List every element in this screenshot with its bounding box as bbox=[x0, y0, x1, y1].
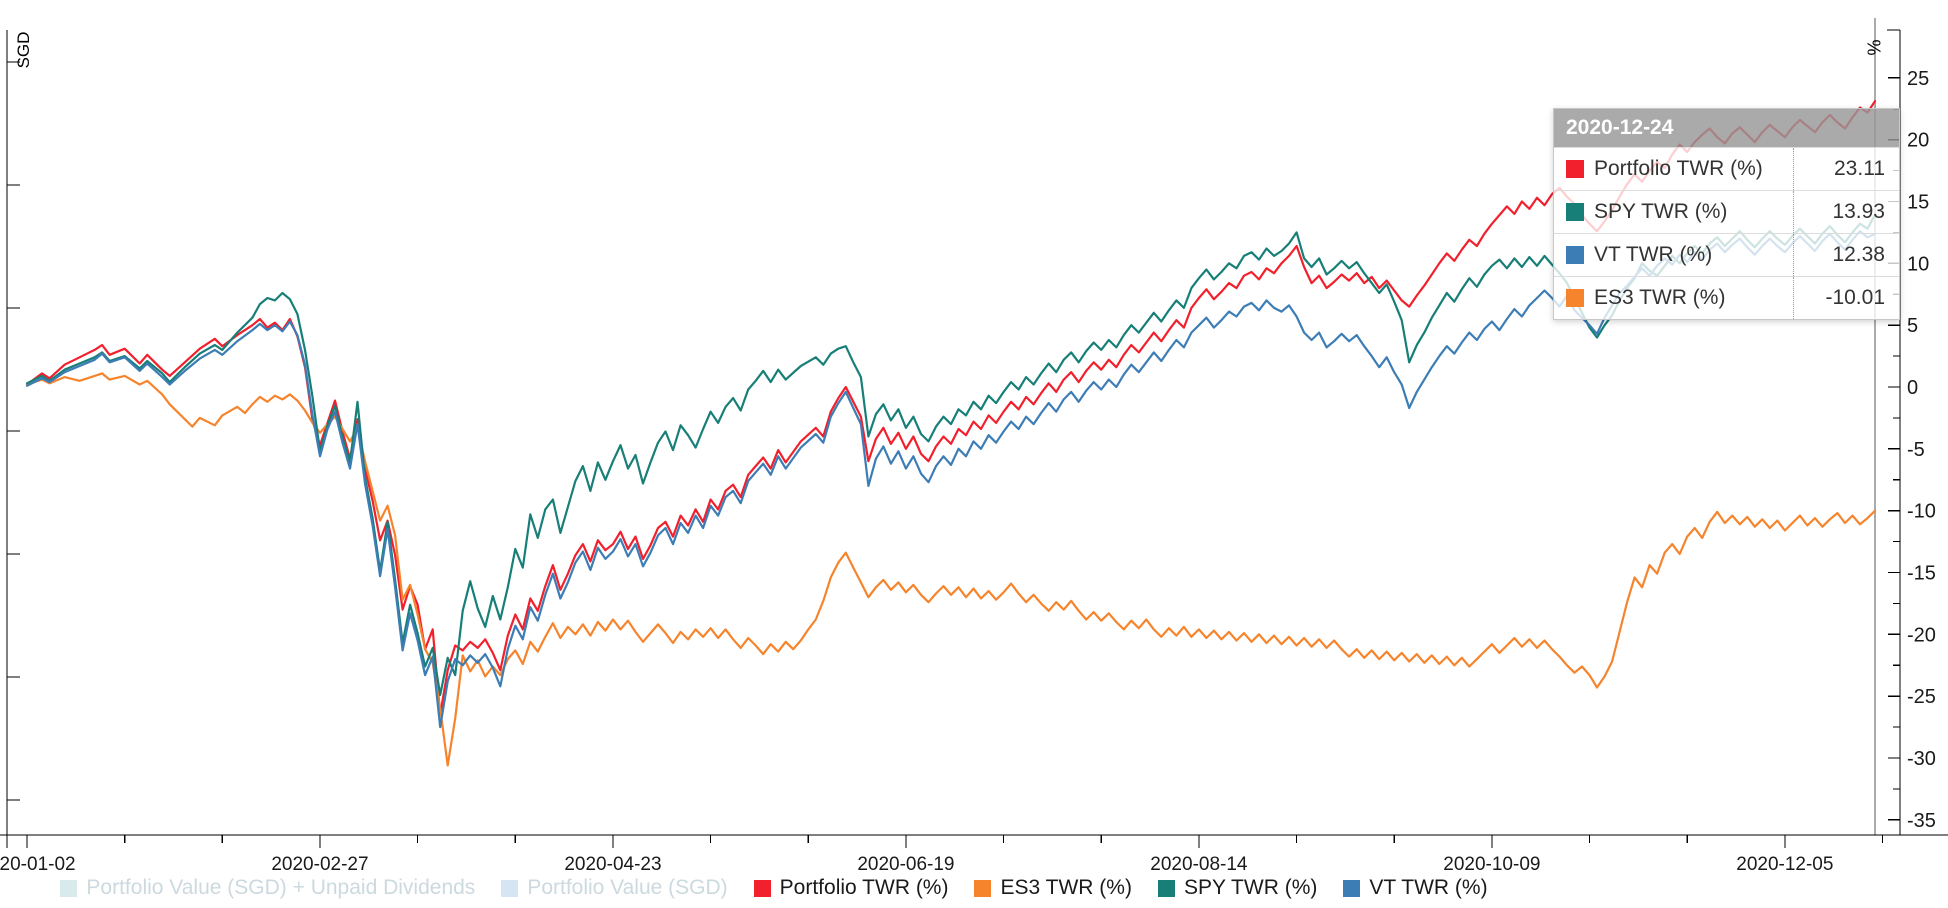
series-swatch-icon bbox=[1566, 289, 1584, 307]
tooltip-series-label: Portfolio TWR (%) bbox=[1594, 157, 1763, 180]
y-axis-tick-label: 10 bbox=[1907, 253, 1929, 275]
tooltip-date: 2020-12-24 bbox=[1554, 109, 1899, 147]
tooltip-series-label: VT TWR (%) bbox=[1594, 243, 1713, 266]
y-axis-tick-label: -20 bbox=[1907, 624, 1936, 646]
left-axis-title: SGD bbox=[14, 31, 33, 69]
tooltip-row-portfolio-twr: Portfolio TWR (%) 23.11 bbox=[1554, 147, 1899, 190]
tooltip-series-value: 23.11 bbox=[1793, 148, 1899, 190]
legend-item-es3-twr[interactable]: ES3 TWR (%) bbox=[974, 876, 1132, 900]
y-axis-tick-label: -5 bbox=[1907, 439, 1925, 461]
y-axis-tick-label: -25 bbox=[1907, 686, 1936, 708]
x-axis-tick-label: 2020-01-02 bbox=[0, 854, 76, 875]
legend-item-label: SPY TWR (%) bbox=[1183, 876, 1318, 899]
tooltip-row-es3-twr: ES3 TWR (%) -10.01 bbox=[1554, 276, 1899, 319]
legend-item-label: Portfolio Value (SGD) bbox=[527, 876, 728, 899]
tooltip-series-value: 12.38 bbox=[1793, 234, 1899, 276]
legend-swatch-icon bbox=[974, 879, 992, 897]
tooltip-series-label: SPY TWR (%) bbox=[1594, 200, 1728, 223]
tooltip-series-label: ES3 TWR (%) bbox=[1594, 286, 1726, 309]
tooltip-row-vt-twr: VT TWR (%) 12.38 bbox=[1554, 233, 1899, 276]
series-swatch-icon bbox=[1566, 246, 1584, 264]
legend: Portfolio Value (SGD) + Unpaid Dividends… bbox=[0, 876, 1548, 900]
legend-swatch-icon bbox=[1157, 879, 1175, 897]
x-axis-tick-label: 2020-10-09 bbox=[1443, 854, 1540, 875]
series-line-vt-twr bbox=[25, 230, 1877, 729]
x-axis-tick-label: 2020-04-23 bbox=[564, 854, 661, 875]
legend-item-spy-twr[interactable]: SPY TWR (%) bbox=[1157, 876, 1318, 900]
y-axis-tick-label: 5 bbox=[1907, 315, 1918, 337]
legend-item-portfolio-twr[interactable]: Portfolio TWR (%) bbox=[753, 876, 949, 900]
right-axis-title: % bbox=[1864, 39, 1885, 56]
x-axis-tick-label: 2020-06-19 bbox=[857, 854, 954, 875]
legend-item-portfolio-value[interactable]: Portfolio Value (SGD) bbox=[501, 876, 728, 900]
x-axis-tick-label: 2020-08-14 bbox=[1150, 854, 1248, 875]
legend-item-label: VT TWR (%) bbox=[1369, 876, 1488, 899]
y-axis-tick-label: 15 bbox=[1907, 191, 1929, 213]
y-axis-tick-label: 0 bbox=[1907, 377, 1918, 399]
legend-swatch-icon bbox=[501, 879, 519, 897]
y-axis-tick-label: -35 bbox=[1907, 810, 1936, 832]
y-axis-tick-label: -30 bbox=[1907, 748, 1936, 770]
legend-swatch-icon bbox=[753, 879, 771, 897]
legend-item-portfolio-value-plus-dividends[interactable]: Portfolio Value (SGD) + Unpaid Dividends bbox=[60, 876, 475, 900]
legend-swatch-icon bbox=[1343, 879, 1361, 897]
y-axis-tick-label: 20 bbox=[1907, 130, 1929, 152]
legend-item-label: ES3 TWR (%) bbox=[1000, 876, 1132, 899]
tooltip-series-value: 13.93 bbox=[1793, 191, 1899, 233]
legend-item-vt-twr[interactable]: VT TWR (%) bbox=[1343, 876, 1488, 900]
series-line-es3-twr bbox=[25, 372, 1877, 767]
tooltip-series-value: -10.01 bbox=[1793, 277, 1899, 319]
x-axis-tick-label: 2020-02-27 bbox=[271, 854, 368, 875]
legend-swatch-icon bbox=[60, 879, 78, 897]
tooltip-row-spy-twr: SPY TWR (%) 13.93 bbox=[1554, 190, 1899, 233]
y-axis-tick-label: 25 bbox=[1907, 68, 1929, 90]
legend-item-label: Portfolio TWR (%) bbox=[779, 876, 949, 899]
legend-item-label: Portfolio Value (SGD) + Unpaid Dividends bbox=[86, 876, 476, 899]
x-axis-tick-label: 2020-12-05 bbox=[1736, 854, 1833, 875]
y-axis-tick-label: -15 bbox=[1907, 563, 1936, 585]
y-axis-tick-label: -10 bbox=[1907, 501, 1936, 523]
series-swatch-icon bbox=[1566, 203, 1584, 221]
hover-tooltip: 2020-12-24 Portfolio TWR (%) 23.11 SPY T… bbox=[1553, 108, 1900, 320]
series-swatch-icon bbox=[1566, 160, 1584, 178]
